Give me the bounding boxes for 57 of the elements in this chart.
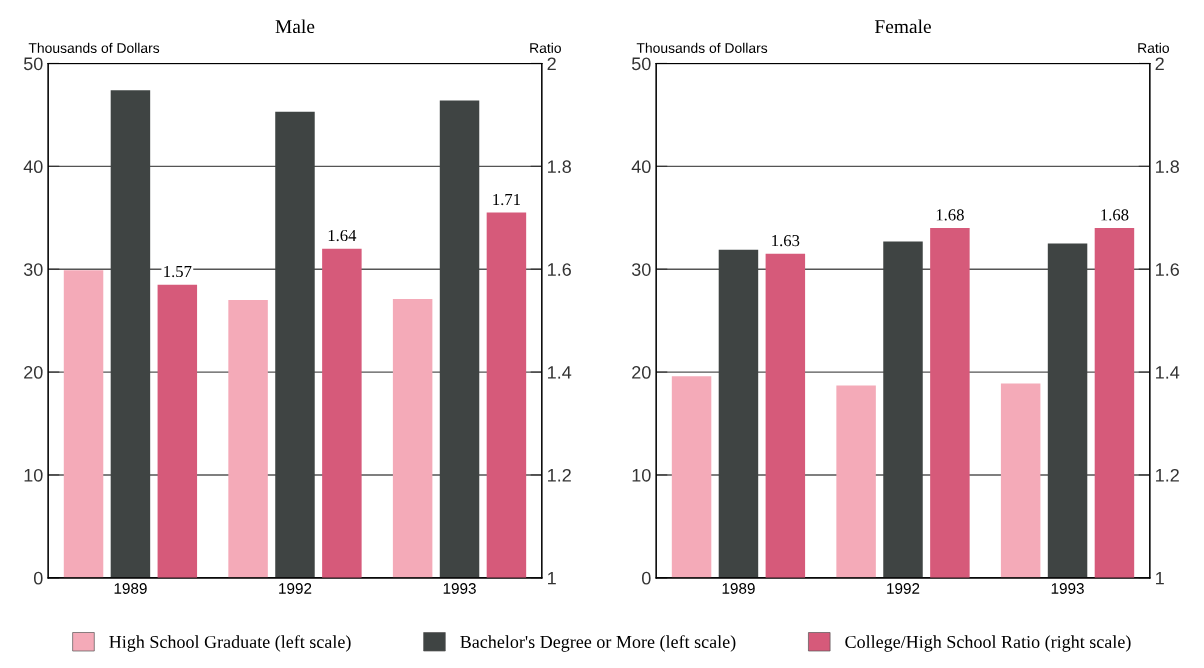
y2-tick-label: 1.2 <box>1156 468 1179 482</box>
y-tick-label: 30 <box>631 263 651 276</box>
y-axis-title: Thousands of Dollars <box>636 42 768 53</box>
bar <box>883 241 923 578</box>
data-label: 1.63 <box>772 235 800 247</box>
x-tick-label: 1989 <box>722 583 755 594</box>
y2-tick-label: 2 <box>1155 57 1164 70</box>
y2-axis-title: Ratio <box>530 42 561 53</box>
bar <box>110 90 151 578</box>
x-tick-label: 1993 <box>1051 583 1084 594</box>
bar <box>718 249 759 578</box>
data-label: 1.68 <box>936 209 964 221</box>
chart-title: Male <box>275 19 315 34</box>
y-tick-label: 20 <box>632 366 651 379</box>
bar <box>228 300 268 578</box>
x-tick-label: 1992 <box>279 583 312 594</box>
y2-tick-label: 1.2 <box>548 468 571 482</box>
data-label: 1.68 <box>1101 209 1129 221</box>
y-tick-label: 40 <box>631 160 651 174</box>
x-tick-label: 1993 <box>443 583 476 594</box>
y-tick-label: 10 <box>632 468 651 482</box>
bar <box>63 270 104 578</box>
y2-tick-label: 1.6 <box>548 263 571 276</box>
legend-label: Bachelor's Degree or More (left scale) <box>460 635 736 652</box>
y-tick-label: 20 <box>24 366 43 379</box>
legend-label: High School Graduate (left scale) <box>109 635 351 652</box>
y-tick-label: 50 <box>631 57 651 71</box>
y2-tick-label: 2 <box>547 57 556 70</box>
y2-tick-label: 1.6 <box>1156 263 1179 276</box>
y2-tick-label: 1.4 <box>548 366 572 379</box>
x-tick-label: 1992 <box>887 583 920 594</box>
y-tick-label: 40 <box>23 160 43 174</box>
bar <box>275 111 315 578</box>
bar <box>1000 383 1041 578</box>
y-axis-title: Thousands of Dollars <box>28 42 160 53</box>
y2-tick-label: 1.8 <box>548 160 571 174</box>
y2-tick-label: 1.4 <box>1156 366 1180 379</box>
y-tick-label: 50 <box>23 57 43 71</box>
y2-tick-label: 1 <box>1156 571 1164 585</box>
bar <box>439 100 480 578</box>
y2-axis-title: Ratio <box>1138 42 1169 53</box>
data-label: 1.64 <box>328 229 357 242</box>
y-tick-label: 0 <box>641 571 651 585</box>
data-label: 1.71 <box>493 193 521 206</box>
bar <box>392 299 433 578</box>
data-label: 1.57 <box>164 265 192 278</box>
y-tick-label: 10 <box>24 468 43 482</box>
y2-tick-label: 1 <box>548 571 556 585</box>
bar <box>671 376 712 578</box>
chart-title: Female <box>874 19 931 34</box>
bar <box>1047 243 1088 578</box>
x-tick-label: 1989 <box>114 583 147 594</box>
y2-tick-label: 1.8 <box>1156 160 1179 174</box>
bar <box>836 385 876 578</box>
y-tick-label: 0 <box>33 571 43 585</box>
y-tick-label: 30 <box>23 263 43 276</box>
legend-label: College/High School Ratio (right scale) <box>845 635 1131 652</box>
